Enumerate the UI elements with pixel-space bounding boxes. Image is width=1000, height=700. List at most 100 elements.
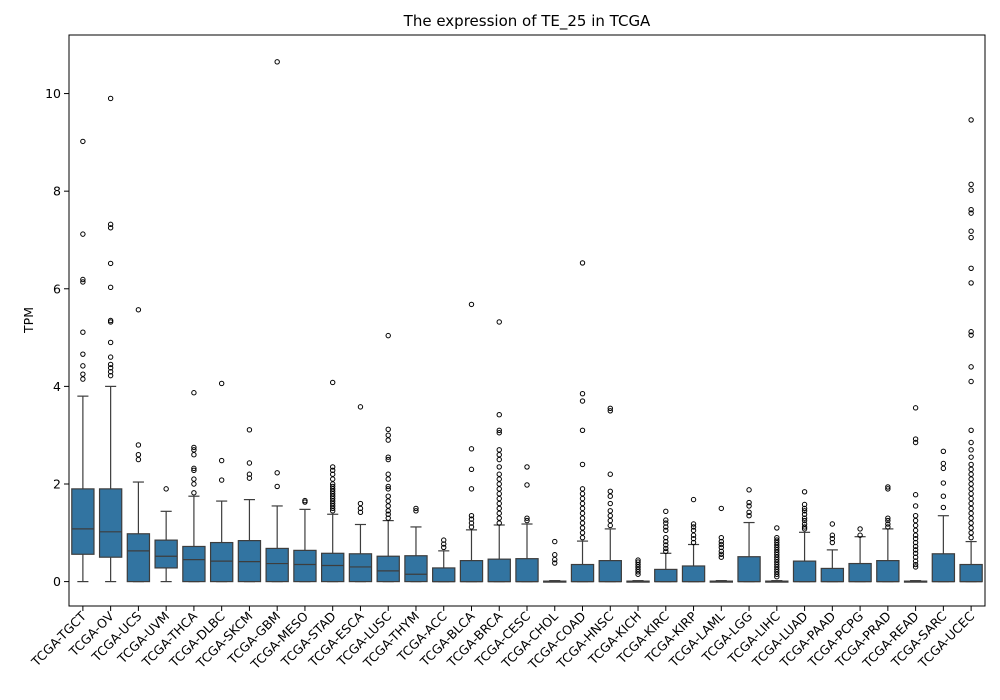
outlier-point <box>746 509 752 515</box>
outlier-point <box>191 481 197 487</box>
outlier-point <box>357 404 364 410</box>
outlier-point <box>579 530 586 536</box>
outlier-point <box>690 521 697 527</box>
outlier-point <box>607 517 613 524</box>
outlier-point <box>385 476 391 482</box>
box-tcga-coad <box>570 563 595 583</box>
outlier-point <box>579 525 586 531</box>
outlier-point <box>246 471 253 477</box>
outlier-point <box>413 505 419 512</box>
outlier-point <box>912 522 919 529</box>
outlier-point <box>774 534 780 541</box>
outlier-point <box>968 505 974 512</box>
box-tcga-ucec <box>959 563 983 583</box>
outlier-point <box>885 484 891 490</box>
outlier-point <box>912 535 919 542</box>
outlier-point <box>968 481 974 487</box>
outlier-point <box>468 466 475 473</box>
outlier-point <box>607 508 613 514</box>
box-tcga-gbm <box>265 547 289 583</box>
outlier-point <box>246 427 253 433</box>
outlier-point <box>635 559 641 565</box>
outlier-point <box>801 524 808 530</box>
outlier-point <box>385 454 391 460</box>
box-tcga-esca <box>348 553 373 583</box>
outlier-point <box>718 534 725 541</box>
outlier-point <box>912 517 919 524</box>
outlier-point <box>968 210 974 216</box>
outlier-point <box>663 542 669 548</box>
outlier-point <box>496 319 502 325</box>
outlier-point <box>718 554 725 560</box>
outlier-point <box>607 488 613 495</box>
outlier-point <box>940 504 947 511</box>
outlier-point <box>968 117 974 123</box>
outlier-point <box>579 461 586 468</box>
outlier-point <box>468 446 475 452</box>
outlier-point <box>579 500 586 507</box>
outlier-point <box>968 525 974 531</box>
outlier-point <box>912 527 919 534</box>
outlier-point <box>107 221 114 228</box>
outlier-point <box>218 457 225 464</box>
outlier-point <box>135 307 142 313</box>
box-tcga-uvm <box>154 539 178 569</box>
box-tcga-stad <box>320 552 345 583</box>
outlier-point <box>690 535 697 542</box>
outlier-point <box>218 380 225 387</box>
outlier-point <box>968 500 974 507</box>
outlier-point <box>912 564 919 570</box>
outlier-point <box>968 378 974 385</box>
outlier-point <box>191 390 197 396</box>
outlier-point <box>885 521 891 527</box>
outlier-point <box>579 505 586 512</box>
outlier-point <box>663 527 669 534</box>
outlier-point <box>413 508 419 514</box>
outlier-point <box>968 486 974 492</box>
outlier-point <box>357 500 364 507</box>
outlier-point <box>191 467 197 474</box>
outlier-point <box>191 465 197 472</box>
outlier-point <box>579 427 586 434</box>
outlier-point <box>496 456 502 463</box>
y-tick-label: 4 <box>53 379 61 394</box>
box-tcga-thca <box>182 545 206 583</box>
outlier-point <box>968 534 974 541</box>
outlier-point <box>968 439 974 446</box>
outlier-point <box>441 544 447 551</box>
outlier-point <box>968 427 974 434</box>
outlier-point <box>912 513 919 519</box>
outlier-point <box>496 495 502 502</box>
outlier-point <box>496 476 502 482</box>
outlier-point <box>302 497 308 504</box>
outlier-point <box>135 452 142 458</box>
outlier-point <box>968 454 974 460</box>
y-tick-label: 6 <box>53 281 61 296</box>
outlier-point <box>274 59 280 65</box>
outlier-point <box>607 471 613 477</box>
outlier-point <box>524 515 530 521</box>
outlier-point <box>385 332 391 339</box>
outlier-point <box>218 477 225 483</box>
outlier-point <box>968 364 974 370</box>
outlier-point <box>690 527 697 534</box>
outlier-point <box>968 329 974 335</box>
outlier-point <box>968 510 974 516</box>
outlier-point <box>968 228 974 234</box>
outlier-point <box>80 329 86 335</box>
outlier-point <box>968 515 974 521</box>
outlier-point <box>635 557 641 563</box>
outlier-point <box>801 517 808 524</box>
outlier-point <box>940 480 947 486</box>
outlier-point <box>690 524 697 530</box>
y-tick-label: 10 <box>45 86 61 101</box>
outlier-point <box>80 231 86 237</box>
outlier-point <box>801 511 808 517</box>
outlier-point <box>496 510 502 516</box>
outlier-point <box>496 427 502 434</box>
outlier-point <box>912 561 919 568</box>
outlier-point <box>468 513 475 519</box>
outlier-point <box>968 530 974 536</box>
outlier-point <box>385 432 391 438</box>
